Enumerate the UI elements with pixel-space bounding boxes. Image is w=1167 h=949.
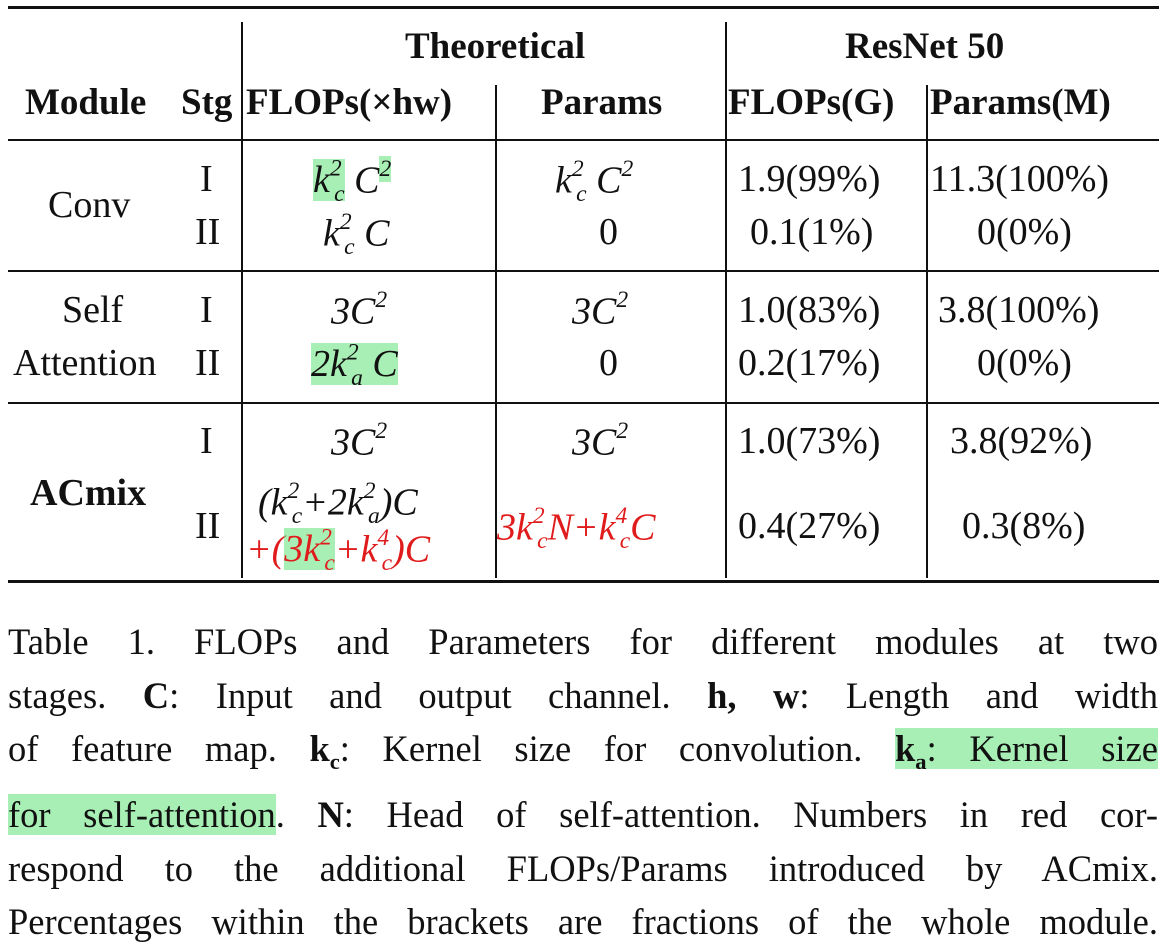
conv-resnet-params-1: 11.3(100%) (930, 158, 1110, 200)
sa-bottom-rule (8, 402, 1159, 404)
sa-stage-1: I (200, 289, 213, 331)
conv-stage-2: II (195, 211, 221, 253)
vrule-stg (241, 22, 243, 578)
sa-resnet-flops-1: 1.0(83%) (738, 289, 881, 331)
sa-params-stage1: 3C2 (572, 287, 629, 333)
header-bottom-rule (8, 139, 1159, 141)
table-top-rule (8, 6, 1159, 9)
sa-resnet-flops-2: 0.2(17%) (738, 342, 881, 384)
sa-module-name-line2: Attention (13, 342, 157, 384)
acmix-flops-stage1: 3C2 (331, 418, 388, 464)
caption-line-5: respond to the additional FLOPs/Params i… (8, 847, 1158, 889)
caption-line-4: for self-attention. N: Head of self-atte… (8, 794, 1158, 836)
header-flops-hw: FLOPs(×hw) (246, 82, 453, 123)
caption-line-3: of feature map. kc: Kernel size for conv… (8, 728, 1158, 774)
sa-params-stage2: 0 (599, 342, 618, 384)
vrule-theoretical (725, 22, 727, 578)
acmix-stage-1: I (200, 420, 213, 462)
acmix-resnet-flops-2: 0.4(27%) (738, 505, 881, 547)
sa-flops-stage2: 2k2a C (311, 340, 398, 391)
vrule-resnet (926, 85, 928, 578)
sa-resnet-params-2: 0(0%) (977, 342, 1072, 384)
acmix-params-stage2: 3k2cN+k4cC (497, 503, 656, 554)
acmix-resnet-params-2: 0.3(8%) (962, 505, 1086, 547)
sa-stage-2: II (195, 342, 221, 384)
header-params-m: Params(M) (930, 82, 1111, 123)
header-resnet: ResNet 50 (845, 26, 1005, 67)
header-module: Module (25, 82, 147, 123)
header-flops-g: FLOPs(G) (728, 82, 895, 123)
conv-resnet-flops-1: 1.9(99%) (738, 158, 881, 200)
acmix-params-stage1: 3C2 (572, 418, 629, 464)
acmix-resnet-params-1: 3.8(92%) (950, 420, 1093, 462)
sa-resnet-params-1: 3.8(100%) (938, 289, 1100, 331)
acmix-module-name: ACmix (30, 472, 147, 514)
acmix-resnet-flops-1: 1.0(73%) (738, 420, 881, 462)
conv-params-stage1: k2c C2 (555, 156, 634, 207)
conv-params-stage2: 0 (599, 211, 618, 253)
conv-module-name: Conv (48, 184, 131, 226)
conv-resnet-flops-2: 0.1(1%) (750, 211, 874, 253)
sa-flops-stage1: 3C2 (331, 287, 388, 333)
sa-module-name-line1: Self (62, 289, 124, 331)
conv-bottom-rule (8, 270, 1159, 272)
conv-flops-stage1: k2c C2 (313, 156, 392, 207)
conv-resnet-params-2: 0(0%) (977, 211, 1072, 253)
header-theoretical: Theoretical (405, 26, 586, 67)
acmix-stage-2: II (195, 505, 221, 547)
acmix-flops-stage2-line1: (k2c+2k2a)C (258, 478, 418, 529)
conv-stage-1: I (200, 158, 213, 200)
caption-line-2: stages. C: Input and output channel. h, … (8, 674, 1158, 716)
caption-line-6: Percentages within the brackets are frac… (8, 901, 1158, 943)
vrule-flops (495, 85, 497, 578)
acmix-flops-stage2-line2: +(3k2c+k4c)C (246, 525, 431, 576)
table-caption: Table 1. FLOPs and Parameters for differ… (8, 615, 1158, 949)
table-bottom-rule (8, 580, 1159, 583)
caption-line-1: Table 1. FLOPs and Parameters for differ… (8, 621, 1158, 662)
header-stg: Stg (181, 82, 233, 123)
conv-flops-stage2: k2c C (323, 209, 390, 260)
header-params: Params (541, 82, 663, 123)
